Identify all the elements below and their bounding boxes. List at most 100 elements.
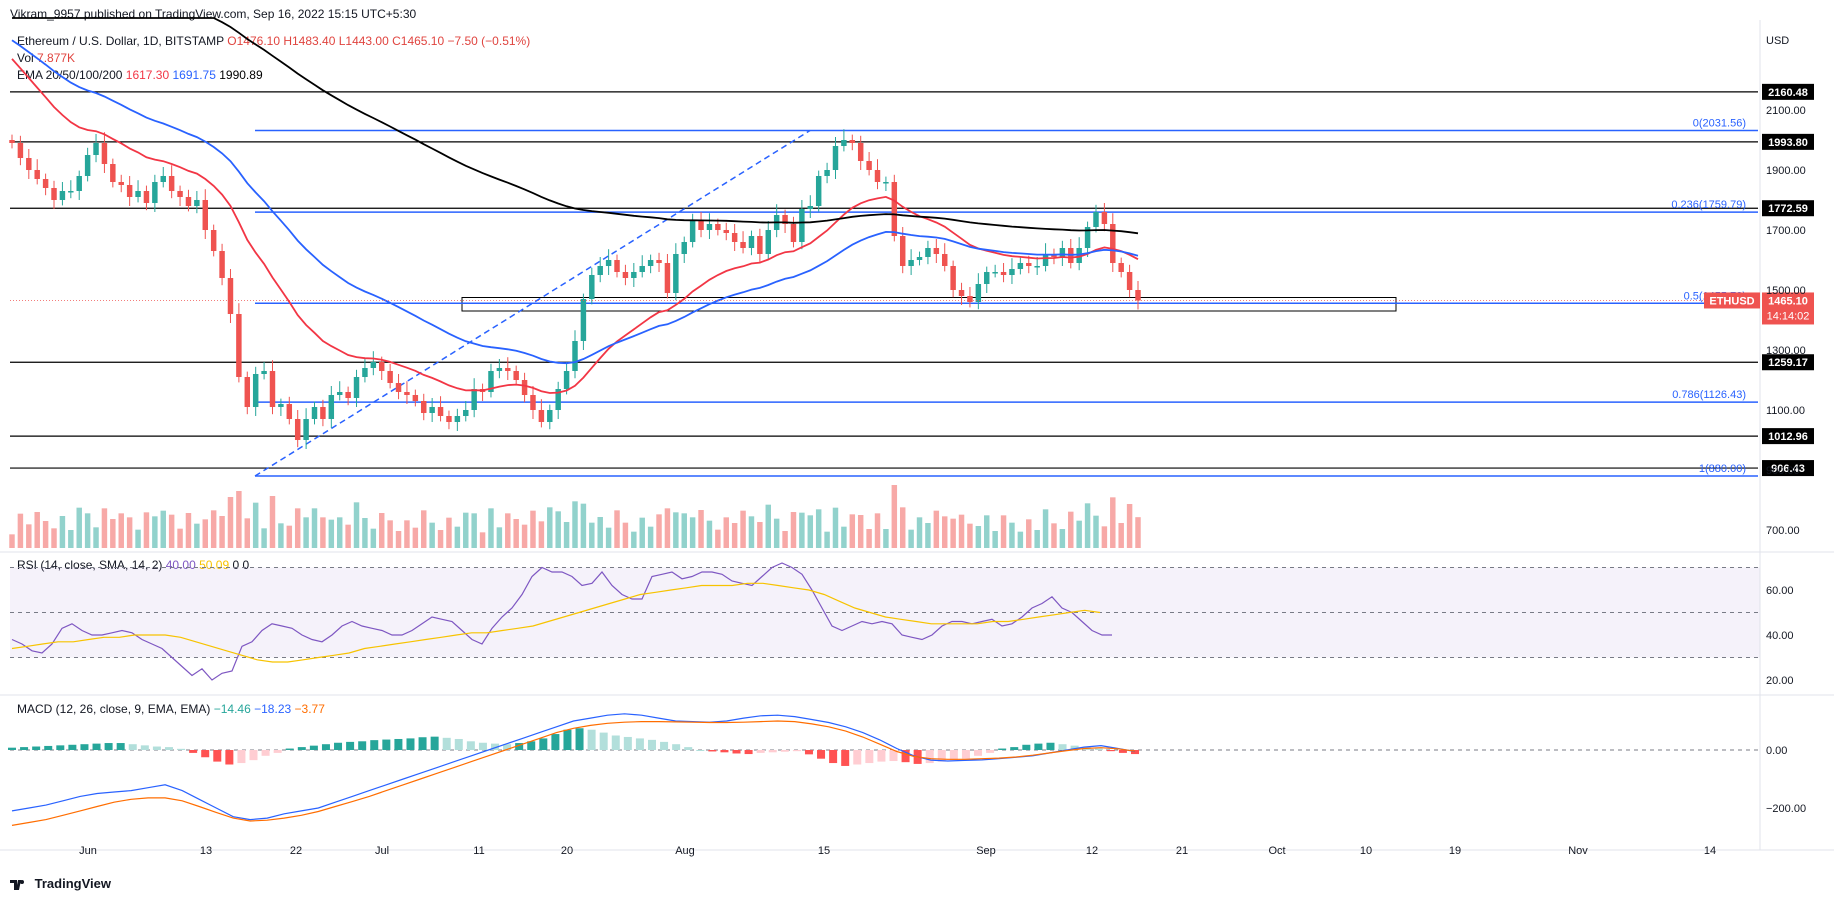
volume-bar [34, 512, 40, 548]
volume-bar [152, 516, 158, 548]
candle-body [1042, 254, 1049, 266]
volume-bar [547, 507, 553, 548]
candle-body [857, 143, 864, 161]
ema50-value: 1617.30 [125, 68, 170, 82]
last-price-label: 1465.10 [1768, 295, 1808, 307]
candle-body [118, 182, 124, 185]
rsi-value: 40.00 [165, 558, 196, 572]
candle-body [505, 368, 511, 371]
macd-histogram-bar [986, 750, 995, 753]
last-price-tag [1762, 292, 1814, 325]
volume-bar [773, 518, 780, 548]
macd-histogram-bar [744, 750, 753, 755]
volume-bar [135, 529, 141, 548]
volume-bar [68, 530, 74, 548]
candle-body [68, 191, 74, 193]
candle-body [984, 272, 990, 284]
candle-body [1000, 272, 1007, 275]
macd-histogram-bar [974, 750, 983, 756]
volume-bar [1118, 523, 1124, 548]
rsi-legend: RSI (14, close, SMA, 14, 2) 40.00 50.09 … [17, 558, 249, 572]
candle-body [9, 140, 15, 143]
volume-bar [681, 513, 687, 548]
macd-line [11, 713, 1136, 821]
volume-bar [631, 531, 637, 548]
macd-histogram-bar [684, 747, 693, 750]
last-symbol-label: ETHUSD [1709, 295, 1754, 307]
candle-body [387, 371, 393, 383]
candle-body [521, 380, 528, 395]
volume-bar [975, 526, 982, 548]
volume-bar [664, 508, 671, 548]
candle-body [51, 188, 57, 200]
volume-bar [1017, 531, 1024, 548]
candle-body [639, 266, 645, 272]
volume-bar [505, 513, 511, 548]
volume-bar [967, 523, 973, 548]
candle-body [580, 299, 587, 341]
candle-body [244, 377, 251, 407]
volume-bar [1042, 509, 1049, 548]
macd-histogram-bar [961, 750, 970, 759]
macd-histogram-bar [575, 728, 584, 750]
candle-body [942, 254, 948, 266]
candle-body [336, 392, 343, 395]
candle-body [454, 416, 461, 422]
volume-bar [530, 510, 536, 548]
candle-body [1101, 212, 1108, 224]
candle-body [782, 215, 788, 224]
candle-body [807, 206, 814, 209]
candle-body [294, 419, 301, 440]
volume-bar [1110, 497, 1116, 548]
level-price-label: 2160.48 [1768, 87, 1808, 99]
macd-histogram-bar [539, 738, 548, 750]
volume-bar [118, 513, 124, 548]
candle-body [1026, 263, 1032, 266]
time-axis-tick: 20 [561, 845, 573, 857]
candle-body [160, 176, 166, 182]
candle-body [841, 140, 847, 146]
macd-histogram-bar [901, 750, 910, 763]
candle-body [698, 221, 704, 230]
volume-bar [93, 527, 99, 548]
price-axis-tick: 1700.00 [1766, 225, 1806, 237]
macd-label: MACD (12, 26, close, 9, EMA, EMA) [17, 702, 211, 716]
macd-histogram-bar [503, 744, 512, 750]
time-axis-tick: 11 [473, 845, 484, 857]
volume-bar [563, 522, 570, 548]
candle-body [404, 392, 410, 395]
candle-body [17, 143, 24, 158]
level-price-tag [1762, 83, 1814, 100]
macd-histogram-bar [261, 750, 270, 756]
volume-bar [597, 517, 603, 548]
volume-bar [807, 515, 814, 548]
macd-histogram-bar [877, 750, 886, 762]
macd-histogram-bar [273, 750, 282, 753]
candle-body [765, 230, 771, 254]
volume-bar [286, 525, 293, 548]
macd-histogram-bar [841, 750, 850, 766]
candle-body [656, 260, 662, 263]
macd-histogram-bar [804, 750, 813, 755]
level-price-tag [1762, 133, 1814, 150]
macd-histogram-bar [732, 750, 741, 754]
volume-bar [294, 508, 301, 548]
volume-bar [605, 527, 612, 548]
volume-bar [731, 523, 738, 548]
volume-bar [336, 517, 343, 548]
candle-body [715, 224, 721, 230]
candle-body [395, 383, 402, 392]
macd-histogram-bar [925, 750, 934, 764]
candle-body [370, 362, 377, 368]
candle-body [236, 314, 242, 377]
volume-bar [446, 517, 452, 548]
volume-bar [639, 517, 645, 548]
time-axis-tick: 12 [1086, 845, 1098, 857]
macd-histogram-bar [44, 745, 53, 750]
macd-histogram-bar [201, 750, 210, 758]
volume-bar [874, 513, 881, 548]
tradingview-brand[interactable]: TradingView [10, 876, 111, 891]
candle-body [572, 341, 578, 371]
level-price-tag [1762, 460, 1814, 477]
